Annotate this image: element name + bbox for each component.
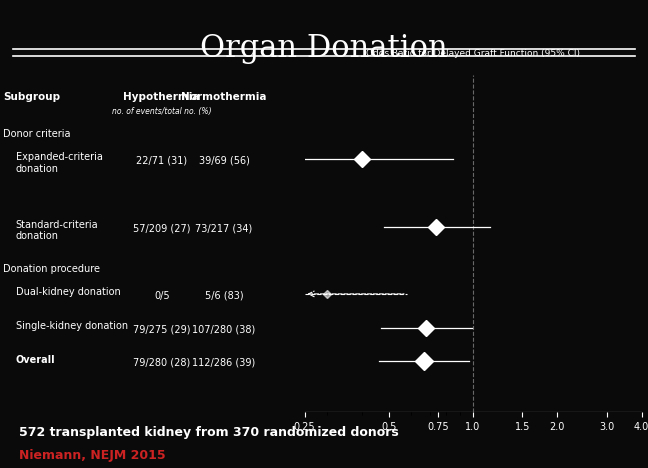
Text: 79/275 (29): 79/275 (29)	[133, 324, 191, 334]
Text: Overall: Overall	[16, 355, 55, 365]
Text: Expanded-criteria
donation: Expanded-criteria donation	[16, 153, 102, 174]
Text: Odds Ratio for Delayed Graft Function (95% CI): Odds Ratio for Delayed Graft Function (9…	[366, 49, 580, 58]
Text: Hypothermia: Hypothermia	[124, 92, 200, 102]
Text: 5/6 (83): 5/6 (83)	[205, 291, 243, 300]
Text: 57/209 (27): 57/209 (27)	[133, 223, 191, 233]
Text: 39/69 (56): 39/69 (56)	[198, 156, 249, 166]
Text: 22/71 (31): 22/71 (31)	[136, 156, 187, 166]
Text: Single-kidney donation: Single-kidney donation	[16, 321, 128, 331]
Text: Normothermia: Normothermia	[181, 92, 267, 102]
Text: 79/280 (28): 79/280 (28)	[133, 358, 191, 368]
Text: Subgroup: Subgroup	[3, 92, 60, 102]
Text: 107/280 (38): 107/280 (38)	[192, 324, 255, 334]
Text: 73/217 (34): 73/217 (34)	[195, 223, 253, 233]
Text: Standard-criteria
donation: Standard-criteria donation	[16, 220, 98, 241]
Text: 572 transplanted kidney from 370 randomized donors: 572 transplanted kidney from 370 randomi…	[19, 426, 399, 439]
Text: no. of events/total no. (%): no. of events/total no. (%)	[112, 107, 211, 116]
Text: Dual-kidney donation: Dual-kidney donation	[16, 287, 121, 297]
Text: Donor criteria: Donor criteria	[3, 129, 71, 139]
Text: 0/5: 0/5	[154, 291, 170, 300]
Text: 112/286 (39): 112/286 (39)	[192, 358, 255, 368]
Text: Organ Donation: Organ Donation	[200, 33, 448, 64]
Text: Niemann, NEJM 2015: Niemann, NEJM 2015	[19, 449, 166, 462]
Text: Donation procedure: Donation procedure	[3, 263, 100, 274]
